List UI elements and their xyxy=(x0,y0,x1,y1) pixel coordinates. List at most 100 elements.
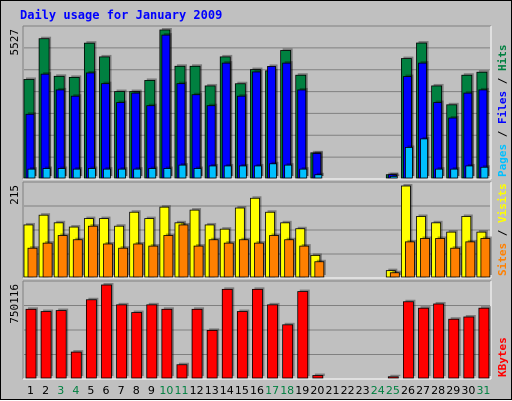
bar-kbytes-day-17 xyxy=(267,304,278,379)
bar-sites-day-17 xyxy=(269,235,279,278)
day-label-21: 21 xyxy=(325,384,339,397)
bar-sites-day-19 xyxy=(299,245,310,278)
day-label-6: 6 xyxy=(103,384,110,397)
bar-kbytes-day-10 xyxy=(161,308,173,379)
bar-kbytes-day-2 xyxy=(40,311,52,379)
day-label-4: 4 xyxy=(72,384,79,397)
bar-files-day-6 xyxy=(101,83,110,179)
bar-sites-day-11 xyxy=(178,224,189,278)
panel-bevels xyxy=(22,25,492,380)
panel-hits-legend-part-2: Files xyxy=(496,91,509,124)
bar-files-day-7 xyxy=(116,102,125,179)
bar-sites-day-25 xyxy=(389,272,400,278)
panel-visits-max-label: 215 xyxy=(8,185,21,205)
day-label-9: 9 xyxy=(148,384,155,397)
bar-kbytes-day-1 xyxy=(25,308,37,379)
bar-kbytes-day-25-shadow xyxy=(390,374,401,376)
panel-hits-legend-part-0: Pages xyxy=(496,144,509,177)
bar-sites-day-12 xyxy=(193,245,204,278)
bar-kbytes-day-6 xyxy=(101,284,112,379)
bar-kbytes-day-5 xyxy=(85,299,97,379)
bar-sites-day-13 xyxy=(208,239,219,278)
bar-sites-day-29 xyxy=(450,247,461,278)
day-label-31: 31 xyxy=(476,384,490,397)
bar-kbytes-day-20 xyxy=(312,375,324,379)
day-label-1: 1 xyxy=(27,384,34,397)
bar-pages-day-3 xyxy=(57,168,66,179)
panel-kbytes-legend: KBytes xyxy=(496,337,509,377)
panel-hits-legend-part-4: Hits xyxy=(496,45,509,72)
bar-files-day-10 xyxy=(161,34,171,179)
panel-visits-legend-part-1: / xyxy=(496,223,509,243)
bar-pages-day-10 xyxy=(163,168,172,179)
bar-files-day-19 xyxy=(297,89,307,179)
bar-pages-day-1 xyxy=(27,168,36,179)
bar-files-day-28 xyxy=(433,102,443,179)
bar-pages-day-17 xyxy=(269,163,277,179)
day-label-17: 17 xyxy=(265,384,279,397)
bar-pages-day-14 xyxy=(223,165,232,179)
day-label-14: 14 xyxy=(220,384,234,397)
bar-pages-day-19 xyxy=(299,168,308,179)
chart-title: Daily usage for January 2009 xyxy=(20,8,222,22)
day-label-7: 7 xyxy=(118,384,125,397)
day-label-3: 3 xyxy=(57,384,64,397)
bar-pages-day-4 xyxy=(72,168,81,179)
bar-kbytes-day-7 xyxy=(116,304,127,379)
bar-sites-day-27 xyxy=(420,238,430,278)
bar-sites-day-20 xyxy=(314,261,325,278)
bar-kbytes-day-15 xyxy=(236,311,248,379)
day-label-2: 2 xyxy=(42,384,49,397)
bar-sites-day-31 xyxy=(480,238,491,278)
bar-sites-day-30 xyxy=(465,241,476,278)
bar-sites-day-3 xyxy=(57,235,68,278)
bar-kbytes-day-4 xyxy=(70,351,82,379)
bar-kbytes-day-18 xyxy=(282,324,294,379)
bar-files-day-3 xyxy=(55,89,65,179)
day-label-24: 24 xyxy=(371,384,385,397)
day-label-29: 29 xyxy=(446,384,460,397)
bar-pages-day-26 xyxy=(405,147,413,179)
day-label-8: 8 xyxy=(133,384,140,397)
panel-visits-legend-part-0: Sites xyxy=(496,243,509,276)
bar-sites-day-28 xyxy=(435,238,446,278)
bar-pages-day-5 xyxy=(87,168,96,179)
bar-sites-day-15 xyxy=(238,239,249,278)
bar-pages-day-16 xyxy=(254,165,262,179)
day-label-10: 10 xyxy=(159,384,173,397)
bar-sites-day-5 xyxy=(87,225,98,278)
bar-kbytes-day-13 xyxy=(206,329,218,379)
panel-hits-legend-part-1: / xyxy=(496,124,509,144)
bar-sites-day-14 xyxy=(223,242,234,278)
bar-pages-day-7 xyxy=(118,168,126,179)
bar-kbytes-day-14 xyxy=(221,288,233,379)
day-label-12: 12 xyxy=(190,384,204,397)
data-bars xyxy=(23,28,492,379)
bar-pages-day-18 xyxy=(284,164,293,179)
day-label-16: 16 xyxy=(250,384,264,397)
panel-visits-legend-part-2: Visits xyxy=(496,183,509,223)
panel-hits-max-label: 5527 xyxy=(8,29,21,56)
bar-kbytes-day-16 xyxy=(252,288,263,379)
bar-pages-day-2 xyxy=(42,168,51,179)
panel-kbytes-max-label: 750116 xyxy=(8,284,21,324)
day-label-22: 22 xyxy=(341,384,355,397)
bar-pages-day-8 xyxy=(133,168,142,179)
day-label-25: 25 xyxy=(386,384,400,397)
bar-pages-day-20 xyxy=(314,174,323,179)
bar-pages-day-6 xyxy=(103,168,111,179)
bar-kbytes-day-12 xyxy=(191,308,203,379)
panel-kbytes-legend-part-0: KBytes xyxy=(496,337,509,377)
bar-pages-day-13 xyxy=(208,165,217,179)
bar-kbytes-day-25 xyxy=(387,376,399,379)
day-label-30: 30 xyxy=(461,384,475,397)
day-label-20: 20 xyxy=(310,384,324,397)
bar-sites-day-26 xyxy=(405,241,415,278)
day-label-18: 18 xyxy=(280,384,294,397)
bar-pages-day-29 xyxy=(450,168,459,179)
bar-files-day-17 xyxy=(267,66,276,179)
bar-sites-day-6 xyxy=(103,243,113,278)
day-label-19: 19 xyxy=(295,384,309,397)
